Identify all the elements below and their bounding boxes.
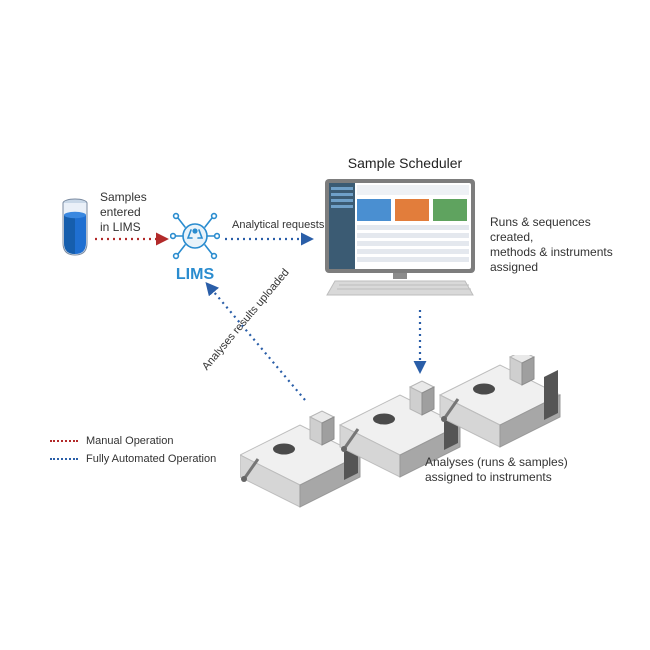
legend-manual-row: Manual Operation bbox=[50, 435, 216, 447]
legend-manual-swatch bbox=[50, 440, 78, 442]
legend-manual-label: Manual Operation bbox=[86, 435, 173, 447]
edge-label-requests: Analytical requests bbox=[232, 219, 324, 231]
diagram-stage: Samples entered in LIMS LIMS // will als… bbox=[0, 0, 650, 650]
edges-layer bbox=[0, 0, 650, 650]
legend-automated-row: Fully Automated Operation bbox=[50, 453, 216, 465]
legend-automated-label: Fully Automated Operation bbox=[86, 453, 216, 465]
legend: Manual Operation Fully Automated Operati… bbox=[50, 435, 216, 465]
legend-automated-swatch bbox=[50, 458, 78, 460]
